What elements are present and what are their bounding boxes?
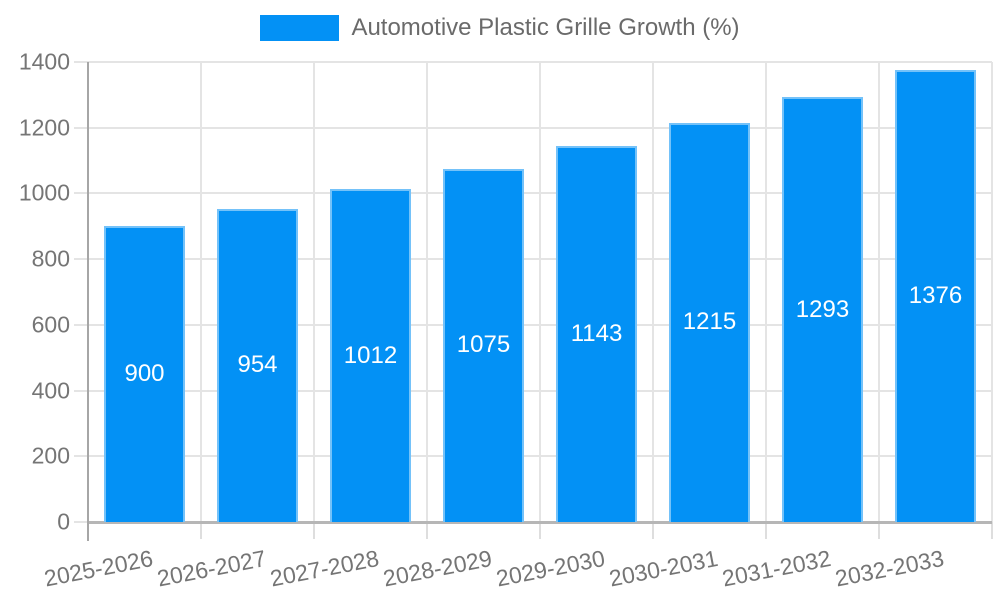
bar[interactable]: [669, 122, 750, 522]
category-grid-line: [313, 62, 315, 522]
legend-label: Automotive Plastic Grille Growth (%): [351, 14, 740, 41]
bar-value-label: 1293: [795, 295, 850, 323]
x-axis-tick: [200, 522, 202, 539]
x-axis-tick: [991, 522, 993, 539]
bar[interactable]: [895, 69, 976, 522]
bar-value-label: 1376: [908, 281, 963, 309]
bar-value-label: 1143: [570, 320, 623, 348]
bar-value-label: 954: [237, 351, 278, 379]
bar[interactable]: [330, 189, 411, 522]
y-tick-label: 600: [31, 311, 70, 338]
x-tick-label: 2028-2029: [380, 545, 494, 592]
category-grid-line: [426, 62, 428, 522]
x-axis-tick: [539, 522, 541, 539]
legend-swatch-icon: [260, 15, 340, 41]
x-tick-label: 2025-2026: [41, 545, 155, 592]
bar[interactable]: [556, 146, 637, 522]
x-axis-tick: [652, 522, 654, 539]
y-grid-line: [74, 192, 992, 195]
category-grid-line: [991, 62, 993, 522]
bar[interactable]: [217, 208, 298, 522]
y-axis-line: [87, 62, 89, 541]
bar-value-label: 900: [124, 360, 165, 388]
bar[interactable]: [104, 226, 185, 522]
y-grid-line: [74, 455, 992, 458]
y-tick-label: 1000: [18, 179, 70, 206]
y-grid-line: [74, 258, 992, 261]
category-grid-line: [652, 62, 654, 522]
y-tick-label: 400: [31, 377, 70, 404]
category-grid-line: [765, 62, 767, 522]
x-tick-label: 2030-2031: [606, 545, 720, 592]
bar-value-label: 1075: [456, 331, 511, 359]
x-axis-tick: [878, 522, 880, 539]
x-axis-tick: [765, 522, 767, 539]
y-grid-line: [74, 126, 992, 129]
y-grid-line: [74, 323, 992, 326]
y-tick-label: 0: [57, 508, 70, 535]
bar-value-label: 1012: [343, 341, 398, 369]
category-grid-line: [200, 62, 202, 522]
x-tick-label: 2026-2027: [154, 545, 268, 592]
bar-value-label: 1215: [682, 308, 737, 336]
bar[interactable]: [782, 97, 863, 522]
bar[interactable]: [443, 168, 524, 522]
category-grid-line: [539, 62, 541, 522]
x-tick-label: 2029-2030: [493, 545, 607, 592]
legend-item[interactable]: Automotive Plastic Grille Growth (%): [260, 14, 740, 42]
x-tick-label: 2032-2033: [832, 545, 946, 592]
x-axis-tick: [313, 522, 315, 539]
chart-legend: Automotive Plastic Grille Growth (%): [0, 14, 1000, 42]
x-axis-line: [87, 521, 992, 524]
x-axis-tick: [426, 522, 428, 539]
category-grid-line: [878, 62, 880, 522]
y-tick-label: 800: [31, 245, 70, 272]
x-tick-label: 2031-2032: [719, 545, 833, 592]
y-grid-line: [74, 389, 992, 392]
y-tick-label: 1200: [18, 114, 70, 141]
y-tick-label: 1400: [18, 48, 70, 75]
y-grid-line: [74, 61, 992, 63]
x-tick-label: 2027-2028: [267, 545, 381, 592]
y-tick-label: 200: [31, 442, 70, 469]
